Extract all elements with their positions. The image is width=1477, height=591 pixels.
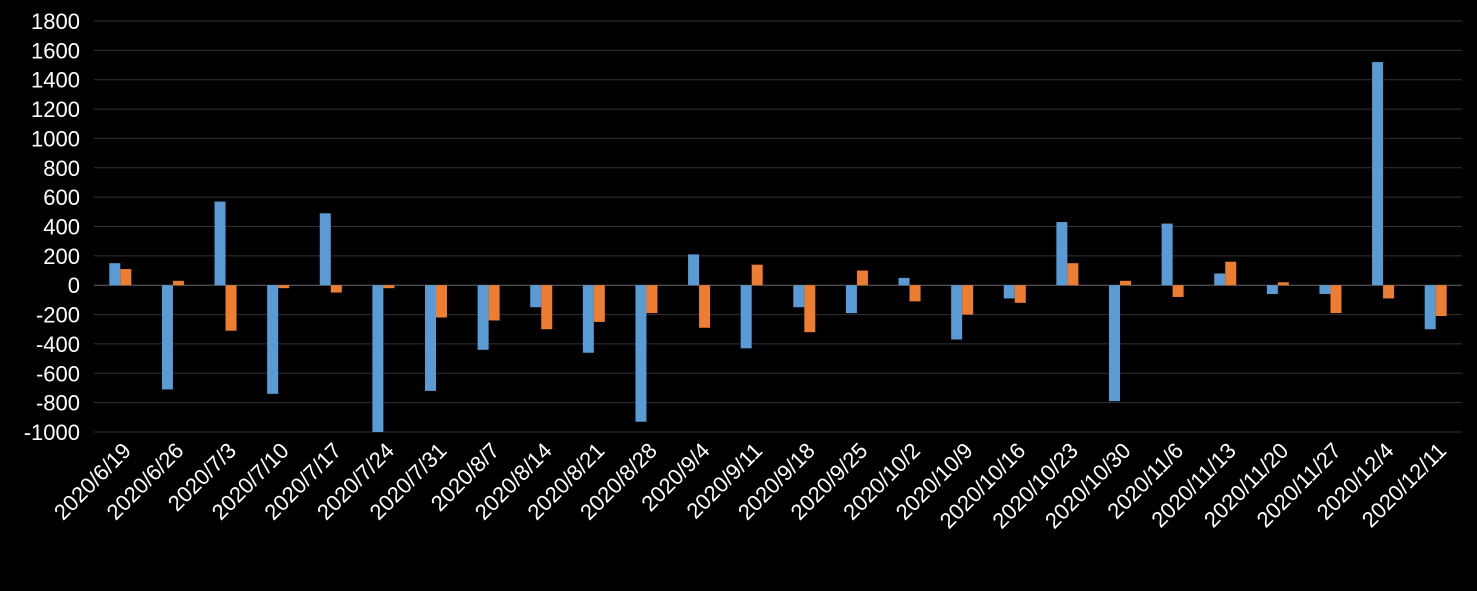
bar-series-1 [1109, 285, 1120, 402]
y-tick-label: 1200 [31, 97, 80, 122]
bar-series-2 [1383, 285, 1395, 299]
bar-series-2 [1225, 261, 1237, 286]
y-tick-label: 600 [43, 185, 80, 210]
bar-series-1 [1424, 285, 1436, 330]
bar-series-1 [1372, 62, 1384, 286]
bar-series-2 [225, 285, 237, 331]
bar-series-1 [688, 254, 700, 286]
bar-series-2 [1120, 280, 1131, 286]
bar-series-2 [1435, 285, 1447, 317]
bar-series-2 [646, 285, 658, 314]
bar-series-1 [898, 277, 910, 286]
bar-series-2 [909, 285, 921, 302]
bar-series-2 [1014, 285, 1026, 303]
bar-series-1 [530, 285, 542, 308]
y-tick-label: -200 [36, 303, 80, 328]
y-tick-label: -1000 [24, 420, 80, 445]
bar-series-1 [793, 285, 805, 308]
bar-series-2 [488, 285, 500, 321]
bar-series-1 [267, 285, 279, 394]
bar-series-2 [383, 285, 395, 289]
bar-series-2 [541, 285, 553, 330]
bar-series-2 [856, 270, 868, 286]
bar-series-2 [436, 285, 447, 318]
bars [109, 62, 1447, 432]
bar-series-1 [1056, 222, 1068, 286]
y-tick-label: 800 [43, 156, 80, 181]
bar-series-1 [845, 285, 857, 314]
y-tick-label: -600 [36, 361, 80, 386]
bar-series-1 [372, 285, 384, 432]
bar-series-1 [740, 285, 752, 349]
bar-series-2 [593, 285, 605, 322]
bar-series-2 [1172, 285, 1184, 297]
bar-series-1 [1319, 285, 1331, 295]
x-axis-ticks: 2020/6/192020/6/262020/7/32020/7/102020/… [49, 438, 1451, 534]
bar-series-1 [1266, 285, 1278, 295]
bar-series-2 [120, 269, 132, 286]
bar-series-1 [477, 285, 489, 350]
bar-series-2 [699, 285, 711, 328]
bar-series-2 [172, 280, 184, 286]
bar-series-1 [582, 285, 594, 353]
y-tick-label: 1600 [31, 38, 80, 63]
bar-series-2 [1277, 282, 1289, 286]
gridlines [94, 20, 1462, 433]
y-tick-label: 400 [43, 215, 80, 240]
bar-series-2 [804, 285, 816, 333]
bar-series-1 [635, 285, 647, 422]
y-tick-label: 1000 [31, 126, 80, 151]
bar-series-2 [751, 264, 763, 286]
bar-series-1 [1003, 285, 1015, 299]
y-tick-label: -400 [36, 332, 80, 357]
bar-series-2 [330, 285, 342, 293]
bar-series-1 [161, 285, 173, 390]
bar-series-1 [1161, 223, 1173, 286]
bar-series-2 [278, 285, 290, 289]
y-tick-label: 0 [68, 273, 80, 298]
bar-series-2 [1067, 263, 1079, 286]
bar-series-1 [109, 263, 121, 286]
y-tick-label: 1400 [31, 68, 80, 93]
bar-series-1 [1214, 273, 1226, 286]
bar-series-2 [1330, 285, 1342, 314]
bar-series-2 [962, 285, 974, 315]
bar-series-1 [425, 285, 436, 391]
y-axis-ticks: -1000 -800 -600 -400 -200 0 200 400 600 800 1000 12… [24, 9, 80, 445]
y-tick-label: 200 [43, 244, 80, 269]
y-tick-label: 1800 [31, 9, 80, 34]
bar-series-1 [951, 285, 963, 340]
y-tick-label: -800 [36, 391, 80, 416]
bar-series-1 [319, 213, 331, 286]
bar-series-1 [214, 201, 226, 286]
